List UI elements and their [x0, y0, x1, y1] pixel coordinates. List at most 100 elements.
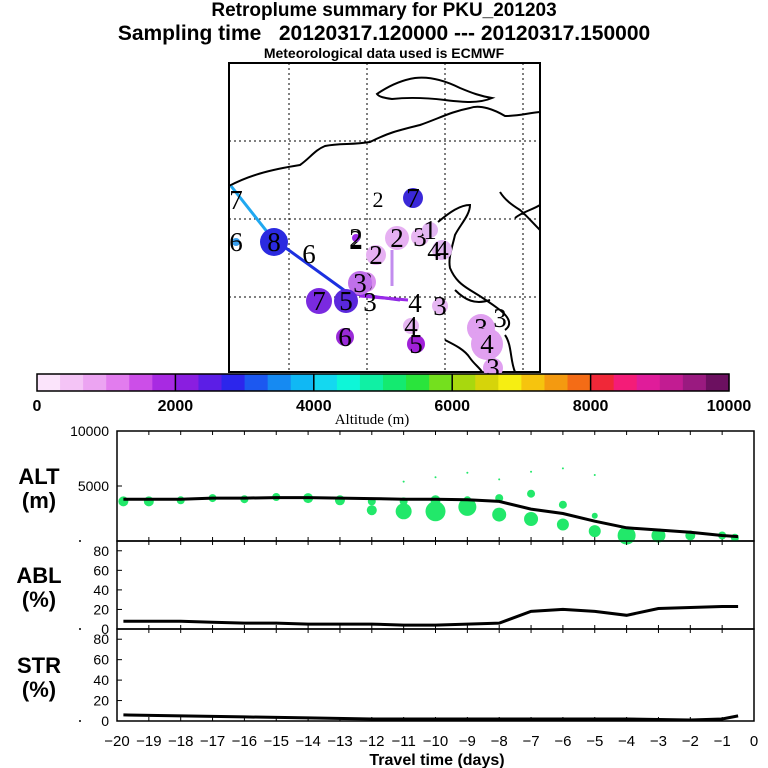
- y-tick-label: 80: [93, 631, 109, 647]
- trajectory-point: [260, 228, 288, 256]
- x-tick-label: −4: [618, 733, 635, 750]
- trajectory-point-label: 4: [435, 235, 449, 265]
- trajectory-point: [403, 188, 423, 208]
- colorbar-swatch: [452, 374, 476, 391]
- colorbar-swatch: [129, 374, 153, 391]
- colorbar-swatch: [544, 374, 569, 391]
- trajectory-point-label: 4: [480, 329, 494, 359]
- colorbar-tick-label: 0: [33, 398, 42, 415]
- x-tick-label: −8: [491, 733, 508, 750]
- trajectory-point: [432, 298, 448, 314]
- trajectory-point-label: 3: [433, 291, 447, 321]
- altitude-dot: [651, 528, 666, 543]
- colorbar-swatch: [221, 374, 246, 391]
- trajectory-point: [407, 335, 425, 353]
- sampling-time: Sampling time 20120317.120000 --- 201203…: [117, 22, 651, 45]
- colorbar-swatch: [705, 374, 730, 391]
- altitude-dot: [530, 470, 533, 473]
- colorbar-swatch: [198, 374, 223, 391]
- x-tick-label: −12: [359, 733, 384, 750]
- trajectory-point: [385, 226, 409, 250]
- trajectory-segment: [359, 294, 409, 302]
- chart-title: Retroplume summary for PKU_201203: [211, 0, 557, 21]
- colorbar-swatch: [636, 374, 661, 391]
- str-panel-series-line: [123, 713, 739, 722]
- colorbar-swatch: [83, 374, 107, 391]
- abl-panel-series-line: [123, 605, 739, 627]
- altitude-dot: [492, 507, 507, 522]
- trajectory-point: [352, 234, 360, 242]
- altitude-dot: [402, 480, 405, 483]
- trajectory-point-label: 6: [302, 239, 316, 269]
- trajectory-point: [334, 289, 358, 313]
- time-series-panels: 100005000ALT(m)020406080ABL(%)020406080S…: [16, 423, 758, 768]
- colorbar-swatch: [106, 374, 130, 391]
- trajectory-point-label: 5: [409, 329, 423, 359]
- x-tick-label: −20: [104, 733, 129, 750]
- colorbar-swatch: [475, 374, 499, 391]
- altitude-dot: [527, 489, 536, 498]
- trajectory-point: [336, 328, 354, 346]
- x-tick-label: −10: [423, 733, 448, 750]
- colorbar-tick-label: 2000: [158, 398, 194, 415]
- altitude-dot: [591, 512, 598, 519]
- colorbar-swatch: [359, 374, 384, 391]
- trajectory-point: [422, 222, 438, 238]
- colorbar-swatch: [313, 374, 338, 391]
- colorbar-swatch: [613, 374, 638, 391]
- y-tick-label: 5000: [78, 478, 109, 494]
- trajectory-point: [403, 318, 419, 334]
- trajectory-point-label: 6: [338, 322, 352, 352]
- trajectory-point-label: 4: [427, 236, 441, 266]
- str-panel-frame: [116, 628, 755, 722]
- str-panel-label: STR: [17, 653, 61, 678]
- altitude-dot: [561, 467, 564, 470]
- trajectory-point: [232, 238, 240, 246]
- colorbar-swatch: [244, 374, 269, 391]
- altitude-dot: [434, 476, 437, 479]
- met-data-note: Meteorological data used is ECMWF: [263, 45, 505, 61]
- colorbar-swatch: [567, 374, 592, 391]
- colorbar-swatch: [336, 374, 361, 391]
- y-tick-label: 20: [93, 693, 109, 709]
- trajectory-point-label: 7: [406, 183, 420, 213]
- y-tick-label: 10000: [70, 423, 109, 439]
- axis-dot: [79, 628, 81, 630]
- x-axis-label: Travel time (days): [369, 752, 504, 768]
- x-tick-label: −1: [714, 733, 731, 750]
- altitude-dot: [498, 478, 501, 481]
- trajectory-point: [483, 358, 503, 378]
- colorbar-swatch: [267, 374, 292, 391]
- trajectory-points: 7686272223414333754346533432: [229, 183, 507, 383]
- colorbar-tick-label: 8000: [573, 398, 609, 415]
- x-tick-label: −17: [200, 733, 225, 750]
- colorbar-swatch: [682, 374, 707, 391]
- trajectory-point-label: 3: [363, 287, 377, 317]
- colorbar-swatch: [290, 374, 315, 391]
- alt-panel-series-line: [123, 496, 739, 539]
- alt-panel-unit: (m): [22, 488, 56, 513]
- colorbar-swatch: [659, 374, 684, 391]
- y-tick-label: 40: [93, 672, 109, 688]
- colorbar-swatch: [383, 374, 407, 391]
- abl-panel-frame: [116, 540, 755, 630]
- colorbar-tick-label: 6000: [434, 398, 470, 415]
- trajectory-point-label: 7: [312, 286, 326, 316]
- altitude-dot: [366, 505, 377, 516]
- trajectory-point: [471, 328, 503, 360]
- altitude-dot: [617, 526, 636, 545]
- x-tick-label: −13: [327, 733, 352, 750]
- altitude-dot: [524, 512, 539, 526]
- x-tick-label: 0: [750, 733, 758, 750]
- colorbar-swatch: [429, 374, 453, 391]
- x-tick-label: −2: [682, 733, 699, 750]
- axis-dot: [79, 720, 81, 722]
- colorbar-swatch: [590, 374, 615, 391]
- axis-dot: [79, 540, 81, 542]
- trajectory-point-label: 1: [423, 215, 437, 245]
- trajectory-point-label: 2: [373, 187, 384, 212]
- altitude-dot: [593, 474, 596, 476]
- abl-panel-unit: (%): [22, 587, 56, 612]
- trajectory-point-label: 2: [369, 240, 383, 270]
- trajectory-point-label: 4: [408, 288, 422, 318]
